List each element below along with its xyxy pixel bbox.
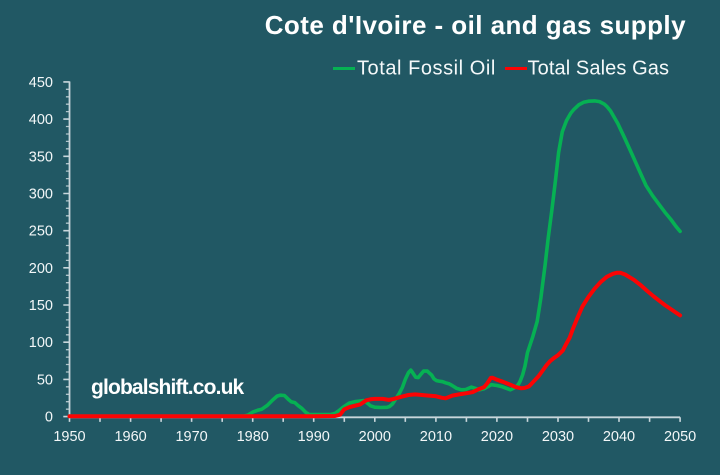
svg-text:Total Sales Gas: Total Sales Gas [528,58,670,80]
svg-text:100: 100 [29,335,53,351]
svg-text:2010: 2010 [420,429,452,445]
svg-text:1990: 1990 [298,429,330,445]
svg-text:2030: 2030 [542,429,574,445]
svg-text:200: 200 [29,261,53,277]
svg-text:400: 400 [29,112,53,128]
svg-text:Total Fossil Oil: Total Fossil Oil [357,58,496,80]
svg-text:1960: 1960 [114,429,146,445]
svg-text:globalshift.co.uk: globalshift.co.uk [91,376,245,399]
svg-text:250: 250 [29,224,53,240]
svg-text:1970: 1970 [175,429,207,445]
svg-text:300: 300 [29,187,53,203]
svg-text:1950: 1950 [53,429,85,445]
svg-text:2050: 2050 [664,429,696,445]
svg-text:0: 0 [45,410,53,426]
svg-text:450: 450 [29,75,53,91]
svg-text:50: 50 [37,372,53,388]
svg-text:2040: 2040 [603,429,635,445]
svg-text:2000: 2000 [359,429,391,445]
svg-text:2020: 2020 [481,429,513,445]
svg-text:150: 150 [29,298,53,314]
svg-text:350: 350 [29,149,53,165]
svg-text:Cote d'Ivoire - oil and gas su: Cote d'Ivoire - oil and gas supply [265,10,686,40]
svg-text:1980: 1980 [237,429,269,445]
